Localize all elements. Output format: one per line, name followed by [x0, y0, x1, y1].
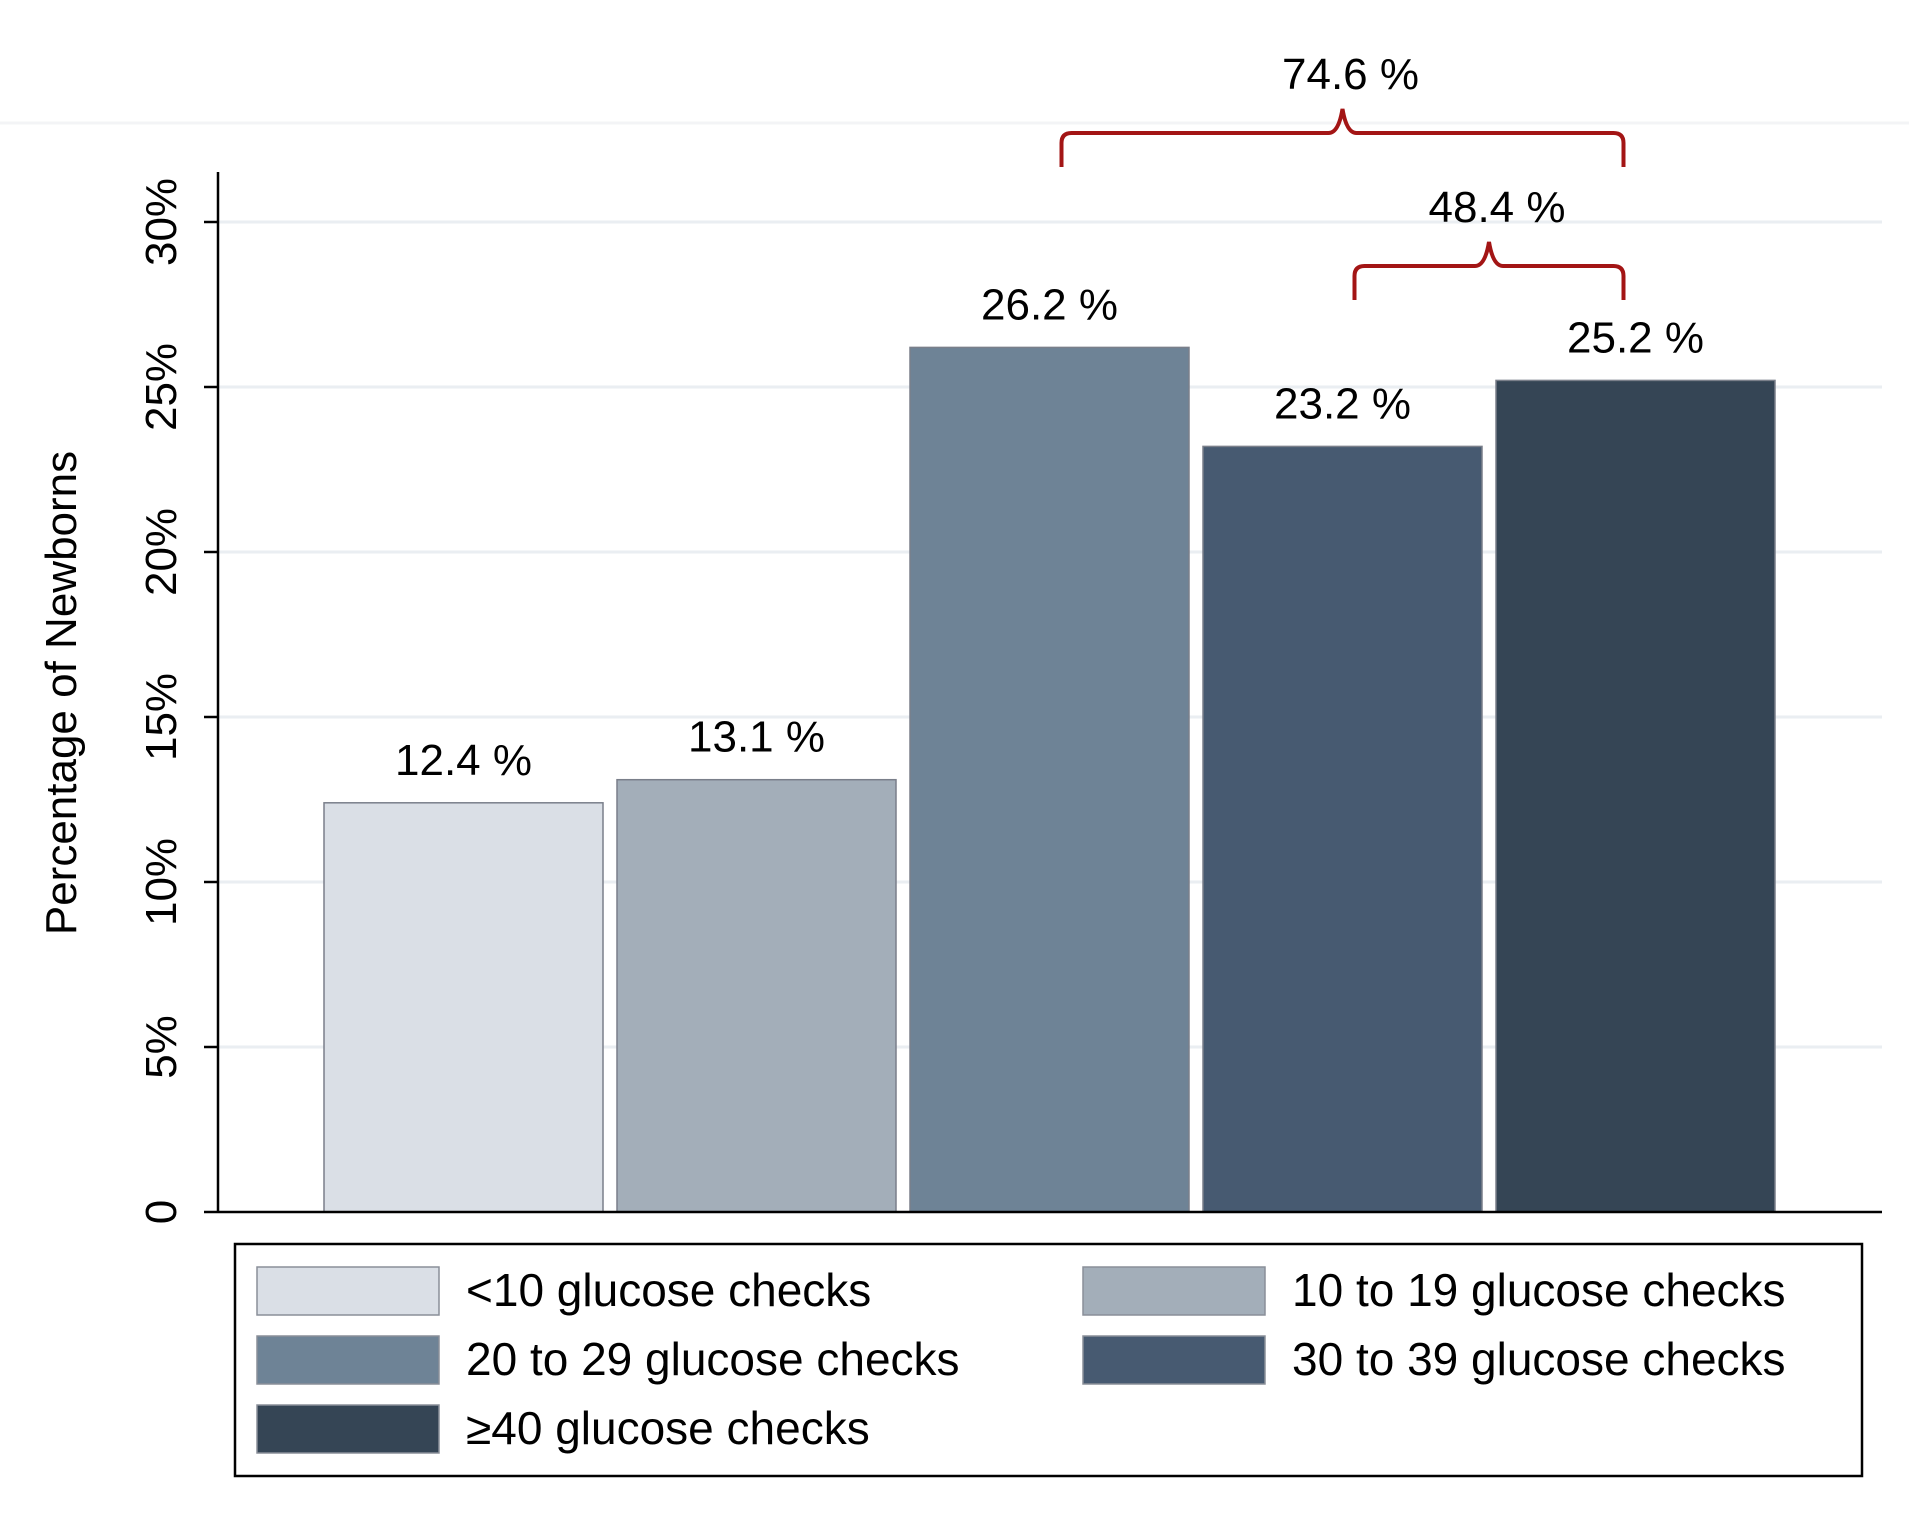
axes: [216, 172, 1882, 1214]
y-axis-title: Percentage of Newborns: [37, 451, 86, 935]
legend-label: 10 to 19 glucose checks: [1292, 1264, 1786, 1316]
y-tick-label: 5%: [137, 1015, 186, 1079]
legend-swatch: [1082, 1266, 1266, 1316]
bars: [323, 346, 1776, 1213]
legend-swatch: [256, 1266, 440, 1316]
legend-swatch: [256, 1404, 440, 1454]
y-tick-label: 0: [137, 1200, 186, 1224]
bracket: [1059, 108, 1626, 167]
legend-box: [233, 1242, 1864, 1478]
y-tick-label: 25%: [137, 343, 186, 431]
y-ticks: 0 5% 10% 15% 20% 25% 30%: [137, 178, 218, 1224]
legend: <10 glucose checks 10 to 19 glucose check…: [233, 1242, 1864, 1478]
bar: [1202, 445, 1483, 1213]
bar-value-label: 23.2 %: [1274, 379, 1411, 428]
legend-swatch: [256, 1335, 440, 1385]
legend-swatch: [1082, 1335, 1266, 1385]
bar-value-label: 26.2 %: [981, 280, 1118, 329]
bar: [323, 802, 604, 1213]
bar: [616, 778, 897, 1213]
bar-value-label: 12.4 %: [395, 736, 532, 785]
y-tick-label: 30%: [137, 178, 186, 266]
bar-value-label: 13.1 %: [688, 713, 825, 762]
bracket-label: 74.6 %: [1282, 50, 1419, 99]
legend-label: ≥40 glucose checks: [466, 1402, 870, 1454]
legend-label: <10 glucose checks: [466, 1264, 871, 1316]
significance-brackets: 74.6 % 48.4 %: [1059, 50, 1626, 300]
y-tick-label: 15%: [137, 673, 186, 761]
bracket: [1352, 241, 1626, 300]
bar: [1495, 379, 1776, 1213]
legend-label: 20 to 29 glucose checks: [466, 1333, 960, 1385]
y-tick-label: 20%: [137, 508, 186, 596]
bracket-label: 48.4 %: [1429, 183, 1566, 232]
bar-value-label: 25.2 %: [1567, 313, 1704, 362]
y-tick-label: 10%: [137, 838, 186, 926]
bar: [909, 346, 1190, 1213]
legend-label: 30 to 39 glucose checks: [1292, 1333, 1786, 1385]
data-labels: 12.4 % 13.1 % 26.2 % 23.2 % 25.2 %: [395, 280, 1704, 784]
